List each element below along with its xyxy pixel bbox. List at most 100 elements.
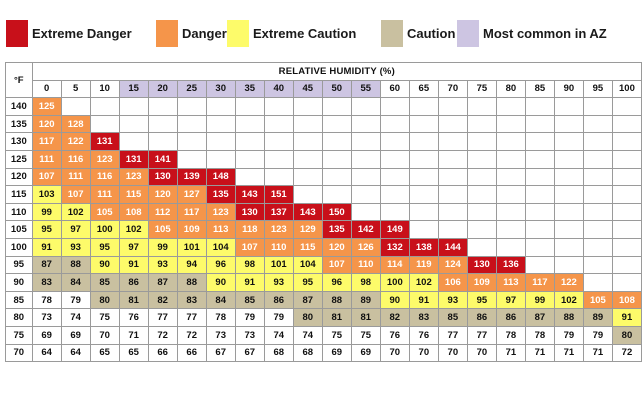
heat-index-cell: 85 [234,290,265,310]
heat-index-cell: 98 [234,255,265,275]
table-row: 100 91 93 95 97 99 101 104 107 110 115 120 126 132 138… [5,237,642,257]
empty-cell [379,149,410,169]
heat-index-cell: 83 [31,273,62,292]
empty-cell [350,149,381,169]
heat-index-cell: 96 [321,273,352,292]
empty-cell [263,114,294,134]
heat-index-cell: 111 [60,167,91,187]
empty-cell [408,132,439,151]
heat-index-cell: 144 [437,237,468,257]
empty-cell [408,149,439,169]
table-row: 130 117 122 131 [5,132,642,151]
legend-item-extreme-caution: Extreme Caution [227,18,356,48]
heat-index-cell: 80 [89,290,120,310]
heat-index-cell: 100 [89,220,120,239]
heat-index-cell: 90 [205,273,236,292]
heat-index-cell: 74 [263,325,294,345]
heat-index-cell: 73 [31,308,62,327]
temperature-header: 75 [5,325,33,345]
empty-cell [321,97,352,116]
empty-cell [176,114,207,134]
heat-index-cell: 96 [205,255,236,275]
extreme-caution-swatch [227,19,249,47]
empty-cell [321,114,352,134]
temperature-header: 90 [5,273,33,292]
empty-cell [553,132,584,151]
empty-cell [263,149,294,169]
empty-cell [379,132,410,151]
empty-cell [466,167,497,187]
heat-index-cell: 95 [466,290,497,310]
empty-cell [582,132,613,151]
heat-index-cell: 93 [437,290,468,310]
heat-index-cell: 142 [350,220,381,239]
empty-cell [292,167,323,187]
heat-index-cell: 78 [524,325,555,345]
heat-index-cell: 91 [611,308,642,327]
empty-cell [524,202,555,222]
empty-cell [350,132,381,151]
heat-index-cell: 135 [321,220,352,239]
empty-cell [524,255,555,275]
empty-cell [582,114,613,134]
empty-cell [582,185,613,204]
temperature-header: 105 [5,220,33,239]
humidity-header: 25 [176,79,207,99]
empty-cell [205,114,236,134]
heat-index-cell: 66 [147,343,178,363]
heat-index-cell: 104 [292,255,323,275]
heat-index-cell: 85 [437,308,468,327]
heat-index-cell: 70 [379,343,410,363]
humidity-header: 55 [350,79,381,99]
empty-cell [234,97,265,116]
empty-cell [582,97,613,116]
heat-index-cell: 124 [437,255,468,275]
heat-index-cell: 102 [553,290,584,310]
heat-index-cell: 97 [495,290,526,310]
heat-index-cell: 88 [176,273,207,292]
empty-cell [495,167,526,187]
heat-index-cell: 86 [495,308,526,327]
empty-cell [466,132,497,151]
empty-cell [553,97,584,116]
empty-cell [147,114,178,134]
empty-cell [582,167,613,187]
heat-index-cell: 105 [582,290,613,310]
heat-index-cell: 127 [176,185,207,204]
heat-index-cell: 122 [553,273,584,292]
heat-index-cell: 78 [205,308,236,327]
heat-index-cell: 80 [292,308,323,327]
empty-cell [379,185,410,204]
empty-cell [553,255,584,275]
empty-cell [437,97,468,116]
humidity-header: 10 [89,79,120,99]
heat-index-cell: 108 [611,290,642,310]
chart-title: RELATIVE HUMIDITY (%) [31,62,642,81]
table-row: 80 73 74 75 76 77 77 78 79 79 80 81 81 82 83 85 86 86 87 88… [5,308,642,327]
temperature-header: 125 [5,149,33,169]
empty-cell [553,185,584,204]
extreme-danger-swatch [6,19,28,47]
humidity-header: 80 [495,79,526,99]
heat-index-cell: 71 [524,343,555,363]
heat-index-cell: 68 [292,343,323,363]
heat-index-cell: 78 [31,290,62,310]
empty-cell [292,97,323,116]
empty-cell [292,185,323,204]
empty-cell [553,114,584,134]
heat-index-cell: 97 [60,220,91,239]
heat-index-cell: 79 [582,325,613,345]
heat-index-cell: 132 [379,237,410,257]
empty-cell [379,202,410,222]
heat-index-cell: 89 [582,308,613,327]
empty-cell [611,273,642,292]
heat-index-cell: 86 [118,273,149,292]
heat-index-cell: 98 [350,273,381,292]
empty-cell [408,185,439,204]
heat-index-cell: 151 [263,185,294,204]
heat-index-cell: 70 [408,343,439,363]
heat-index-cell: 113 [495,273,526,292]
heat-index-cell: 116 [89,167,120,187]
empty-cell [524,167,555,187]
heat-index-cell: 70 [466,343,497,363]
